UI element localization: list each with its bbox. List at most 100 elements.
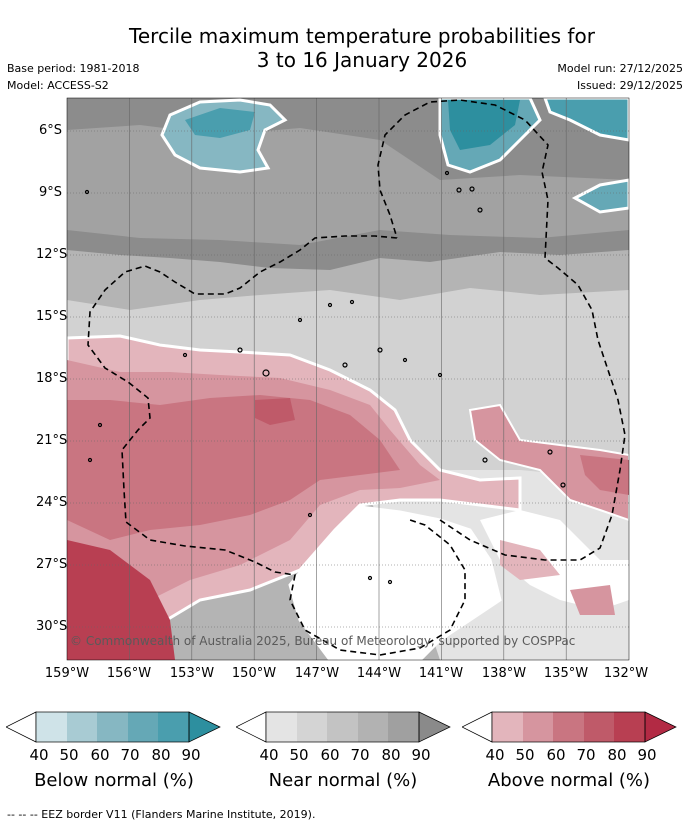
- eez-footnote: -- -- -- EEZ border V11 (Flanders Marine…: [7, 808, 316, 821]
- lon-label: 138°W: [481, 666, 527, 681]
- lon-label: 153°W: [169, 666, 215, 681]
- lon-label: 132°W: [603, 666, 649, 681]
- colorbar-above-label: Above normal (%): [487, 770, 651, 791]
- probability-map: [66, 97, 630, 661]
- tick: 90: [181, 746, 201, 764]
- island: [87, 457, 93, 463]
- map-credit: © Commonwealth of Australia 2025, Bureau…: [70, 634, 576, 648]
- tick: 50: [515, 746, 535, 764]
- colorbar-near-arrow-high: [418, 711, 451, 743]
- eez-border-french-polynesia: [87, 99, 626, 656]
- colorbar-below-arrow-high: [188, 711, 221, 743]
- lon-label: 156°W: [106, 666, 152, 681]
- model-run: Model run: 27/12/2025: [557, 62, 683, 75]
- island: [444, 170, 450, 176]
- above-normal-patch: [255, 398, 295, 425]
- island: [262, 369, 270, 377]
- tick: 50: [289, 746, 309, 764]
- tick: 80: [607, 746, 627, 764]
- colorbar-above-bin: [492, 712, 523, 742]
- colorbar-near-bin: [327, 712, 358, 742]
- tick: 40: [29, 746, 49, 764]
- island: [327, 302, 333, 308]
- island: [297, 317, 303, 323]
- map-frame: [66, 97, 630, 661]
- below-normal-east-region: [571, 178, 629, 214]
- colorbar-below: [6, 711, 221, 743]
- colorbar-below-bin: [67, 712, 97, 742]
- lon-label: 159°W: [44, 666, 90, 681]
- chart-title-line1: Tercile maximum temperature probabilitie…: [129, 24, 595, 48]
- colorbar-near-bin: [297, 712, 327, 742]
- tick: 60: [546, 746, 566, 764]
- below-normal-west-strong: [185, 108, 255, 138]
- island: [456, 187, 462, 193]
- colorbar-above-arrow-high: [644, 711, 677, 743]
- colorbar-near-label: Near normal (%): [268, 770, 418, 791]
- colorbar-above-bin: [614, 712, 645, 742]
- colorbar-near-arrow-low: [236, 711, 267, 743]
- colorbar-near-bin: [388, 712, 419, 742]
- model-name: Model: ACCESS-S2: [7, 79, 109, 92]
- island: [182, 352, 188, 358]
- lat-label: 24°S: [36, 495, 68, 510]
- colorbar-below-bin: [128, 712, 158, 742]
- lon-label: 150°W: [231, 666, 277, 681]
- island: [477, 207, 483, 213]
- lat-label: 27°S: [36, 557, 68, 572]
- island: [402, 357, 408, 363]
- islands: [84, 170, 566, 585]
- island: [387, 579, 393, 585]
- island: [307, 512, 313, 518]
- base-period: Base period: 1981-2018: [7, 62, 140, 75]
- above-normal-south-patch: [570, 585, 615, 615]
- lat-label: 21°S: [36, 433, 68, 448]
- colorbar-near-bin: [266, 712, 297, 742]
- tick: 90: [411, 746, 431, 764]
- tick: 90: [637, 746, 657, 764]
- island: [97, 422, 103, 428]
- colorbar-above-bin: [523, 712, 553, 742]
- island: [342, 362, 348, 368]
- colorbar-above-arrow-low: [462, 711, 493, 743]
- tick: 80: [381, 746, 401, 764]
- colorbar-above: [462, 711, 677, 743]
- lat-label: 12°S: [36, 247, 68, 262]
- issued-date: Issued: 29/12/2025: [576, 79, 683, 92]
- island: [469, 186, 475, 192]
- colorbar-below-frame: [35, 711, 190, 743]
- tick: 70: [350, 746, 370, 764]
- lon-label: 144°W: [356, 666, 402, 681]
- lat-label: 18°S: [36, 371, 68, 386]
- colorbar-below-bin: [97, 712, 128, 742]
- above-normal-east-region: [468, 403, 629, 522]
- colorbar-below-bin: [158, 712, 189, 742]
- colorbar-above-frame: [491, 711, 646, 743]
- tick: 60: [90, 746, 110, 764]
- colorbar-below-arrow-low: [6, 711, 37, 743]
- meta-left: Base period: 1981-2018 Model: ACCESS-S2: [7, 60, 139, 94]
- colorbar-above-bin: [553, 712, 584, 742]
- meta-right: Model run: 27/12/2025 Issued: 29/12/2025: [557, 60, 683, 94]
- island: [377, 347, 383, 353]
- island: [437, 372, 443, 378]
- lon-label: 147°W: [294, 666, 340, 681]
- above-normal-east-strong: [580, 455, 629, 495]
- above-normal-southeast: [500, 540, 560, 580]
- colorbar-below-bin: [36, 712, 67, 742]
- lat-label: 6°S: [38, 123, 62, 138]
- tick: 50: [59, 746, 79, 764]
- tick: 70: [576, 746, 596, 764]
- island: [560, 482, 566, 488]
- lon-label: 141°W: [418, 666, 464, 681]
- island: [482, 457, 488, 463]
- colorbar-above-bin: [584, 712, 614, 742]
- tick: 80: [151, 746, 171, 764]
- tick: 70: [120, 746, 140, 764]
- tick: 60: [320, 746, 340, 764]
- lat-label: 30°S: [36, 619, 68, 634]
- lon-label: 135°W: [543, 666, 589, 681]
- chart-title-line2: 3 to 16 January 2026: [256, 48, 468, 72]
- colorbar-near: [236, 711, 451, 743]
- island: [237, 347, 243, 353]
